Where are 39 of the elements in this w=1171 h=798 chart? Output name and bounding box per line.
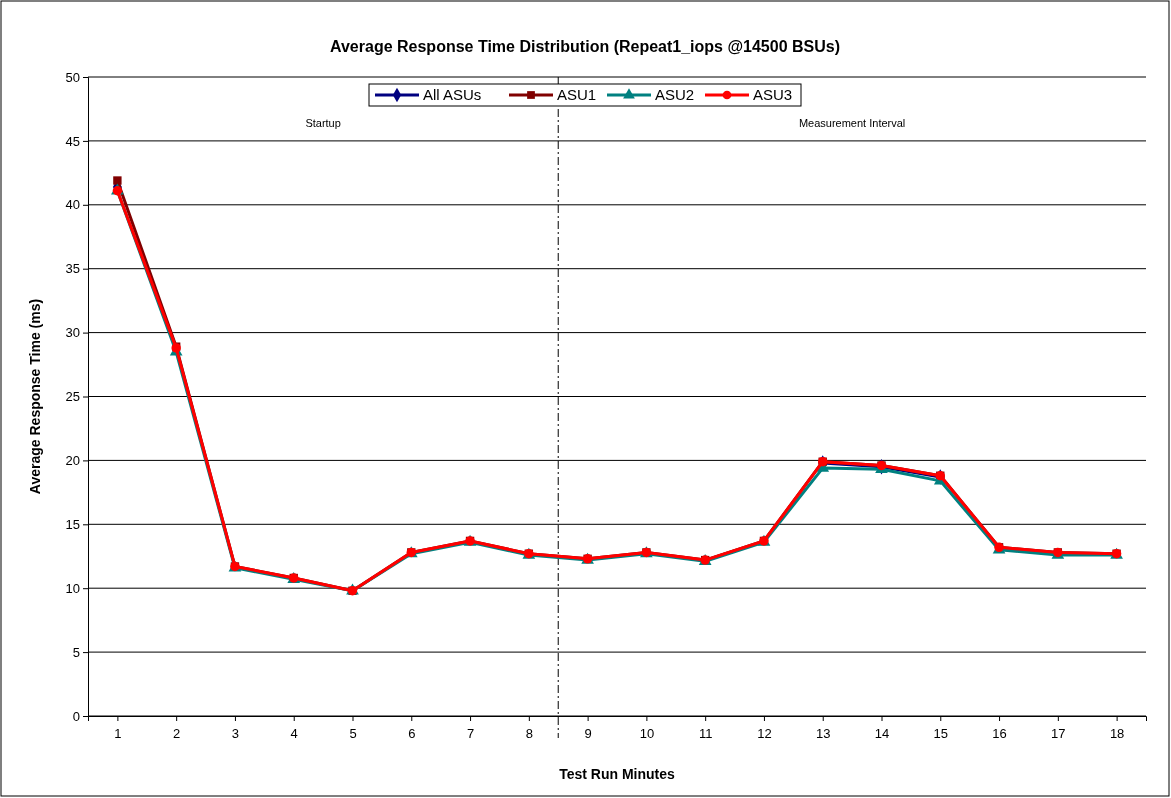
annotation: Measurement Interval [798, 117, 906, 129]
x-tick-label: 18 [1109, 726, 1125, 742]
annotation: Startup [305, 117, 341, 129]
chart-title: Average Response Time Distribution (Repeat1_iops @14500 BSUs) [330, 38, 840, 55]
y-tick-label: 10 [65, 580, 80, 596]
y-tick-label: 20 [65, 453, 80, 469]
x-tick-label: 13 [815, 726, 831, 742]
x-tick-label: 8 [525, 726, 533, 742]
x-tick-label: 4 [290, 726, 298, 742]
x-tick-label: 15 [933, 726, 949, 742]
x-tick-label: 16 [992, 726, 1007, 742]
y-tick-label: 30 [65, 325, 80, 341]
x-tick-label: 17 [1051, 726, 1066, 742]
y-tick-label: 15 [65, 516, 80, 532]
x-tick-label: 10 [639, 726, 655, 742]
y-tick-label: 40 [65, 197, 80, 213]
x-tick-label: 1 [114, 726, 122, 742]
legend-label: ASU3 [753, 86, 793, 103]
point [113, 176, 122, 185]
y-tick-label: 45 [65, 133, 80, 149]
x-tick-label: 12 [757, 726, 772, 742]
x-tick-label: 14 [874, 726, 890, 742]
y-tick-label: 0 [72, 708, 80, 724]
y-tick-label: 50 [65, 69, 80, 85]
x-tick-label: 11 [698, 726, 713, 742]
legend-label: ASU2 [655, 86, 695, 103]
y-axis-title: Average Response Time (ms) [27, 298, 43, 495]
legend-label: All ASUs [423, 86, 482, 103]
x-tick-label: 2 [173, 726, 181, 742]
x-tick-label: 7 [466, 726, 475, 742]
y-tick-label: 35 [65, 261, 80, 277]
x-axis-title: Test Run Minutes [559, 766, 676, 782]
y-tick-label: 25 [65, 389, 80, 405]
y-tick-label: 5 [72, 644, 80, 660]
x-tick-label: 5 [349, 726, 357, 742]
legend-label: ASU1 [557, 86, 597, 103]
x-tick-label: 6 [408, 726, 416, 742]
x-tick-label: 9 [584, 726, 592, 742]
x-tick-label: 3 [231, 726, 240, 742]
